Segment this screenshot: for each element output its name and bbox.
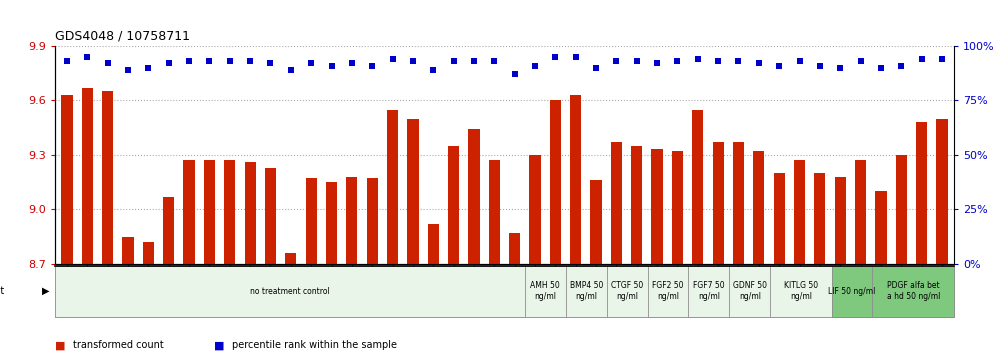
Bar [550,101,561,264]
Text: LIF 50 ng/ml: LIF 50 ng/ml [829,287,875,296]
Bar [631,146,642,264]
Bar [183,160,194,264]
Bar [224,160,235,264]
Bar [245,162,256,264]
Bar [102,91,114,264]
Text: ▶: ▶ [42,286,50,296]
Bar [142,242,154,264]
Bar [367,178,377,264]
Text: BMP4 50
ng/ml: BMP4 50 ng/ml [570,281,603,301]
Text: PDGF alfa bet
a hd 50 ng/ml: PDGF alfa bet a hd 50 ng/ml [886,281,940,301]
Text: ■: ■ [55,341,66,350]
Text: FGF7 50
ng/ml: FGF7 50 ng/ml [693,281,725,301]
Bar [895,155,907,264]
Bar [285,253,297,264]
Bar [692,109,703,264]
Text: GDS4048 / 10758711: GDS4048 / 10758711 [55,29,190,42]
Bar [672,151,683,264]
Text: CTGF 50
ng/ml: CTGF 50 ng/ml [611,281,643,301]
Bar [448,146,459,264]
Bar [875,191,886,264]
Text: no treatment control: no treatment control [250,287,330,296]
Bar [163,196,174,264]
Bar [347,177,358,264]
Bar [489,160,500,264]
Text: ■: ■ [214,341,225,350]
Text: GDNF 50
ng/ml: GDNF 50 ng/ml [733,281,767,301]
Bar [509,233,520,264]
Bar [753,151,764,264]
Bar [916,122,927,264]
Text: agent: agent [0,286,5,296]
Bar [591,180,602,264]
Text: KITLG 50
ng/ml: KITLG 50 ng/ml [784,281,818,301]
Bar [815,173,826,264]
Bar [387,109,398,264]
Bar [712,142,724,264]
Bar [733,142,744,264]
Bar [204,160,215,264]
Bar [855,160,867,264]
Bar [570,95,582,264]
Bar [835,177,846,264]
Text: FGF2 50
ng/ml: FGF2 50 ng/ml [652,281,683,301]
Bar [936,119,947,264]
Bar [265,167,276,264]
Bar [123,236,133,264]
Text: percentile rank within the sample: percentile rank within the sample [232,341,397,350]
Bar [530,155,541,264]
Bar [82,88,93,264]
Bar [427,224,439,264]
Bar [468,130,479,264]
Bar [611,142,622,264]
Bar [794,160,805,264]
Bar [651,149,662,264]
Bar [326,182,337,264]
Bar [306,178,317,264]
Bar [774,173,785,264]
Bar [62,95,73,264]
Bar [407,119,418,264]
Text: AMH 50
ng/ml: AMH 50 ng/ml [531,281,560,301]
Text: transformed count: transformed count [73,341,163,350]
